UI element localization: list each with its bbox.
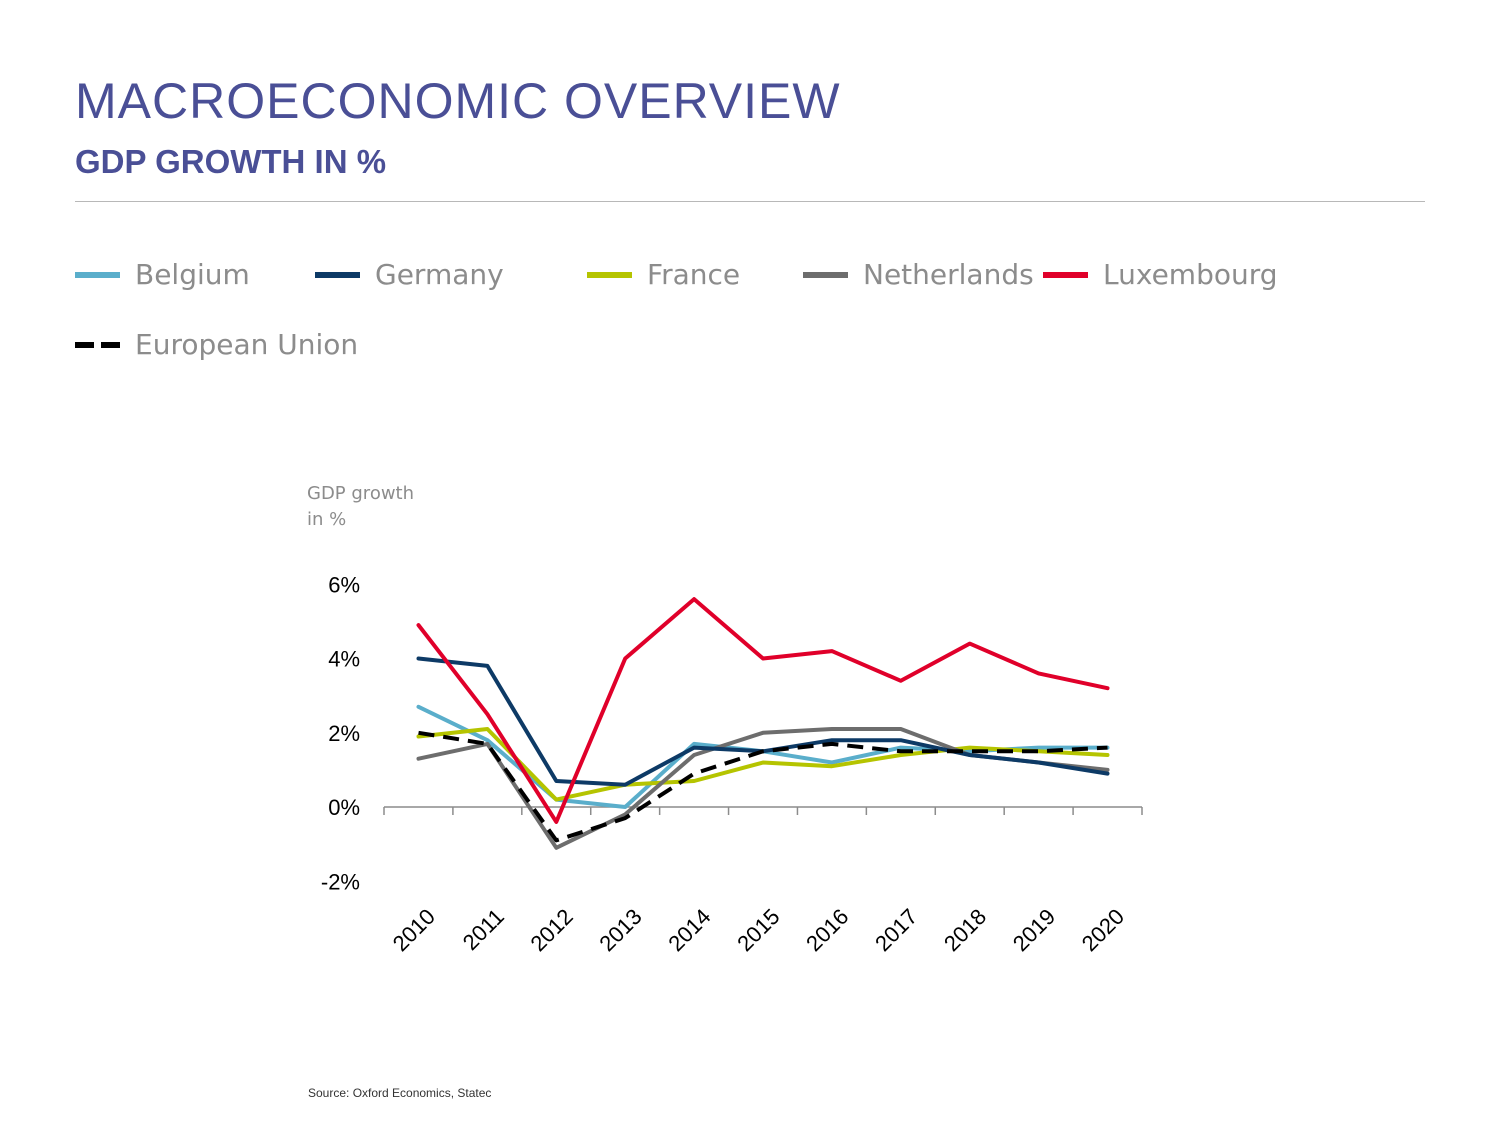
- y-tick-label: 4%: [328, 647, 360, 672]
- series-line-european-union: [418, 730, 1108, 843]
- legend-item-netherlands: Netherlands: [803, 258, 1034, 291]
- legend-swatch: [803, 271, 848, 278]
- legend-label: Belgium: [135, 258, 250, 291]
- legend-item-germany: Germany: [315, 258, 504, 291]
- y-axis-label: GDP growth in %: [307, 481, 414, 533]
- x-tick-label: 2010: [388, 904, 440, 956]
- page-title: MACROECONOMIC OVERVIEW: [75, 73, 841, 129]
- legend-item-luxembourg: Luxembourg: [1043, 258, 1278, 291]
- x-tick-label: 2012: [526, 904, 578, 956]
- x-tick-label: 2014: [663, 904, 715, 956]
- legend-item-belgium: Belgium: [75, 258, 250, 291]
- source-note: Source: Oxford Economics, Statec: [308, 1086, 492, 1100]
- series-line-france: [416, 727, 1110, 802]
- legend-swatch: [315, 271, 360, 278]
- x-tick-label: 2015: [732, 904, 784, 956]
- y-tick-label: -2%: [321, 869, 360, 894]
- series-line-luxembourg: [416, 597, 1110, 824]
- y-tick-label: 0%: [328, 795, 360, 820]
- y-tick-label: 6%: [328, 572, 360, 597]
- legend-item-european-union: European Union: [75, 328, 358, 361]
- series-line-netherlands: [416, 727, 1110, 850]
- page-subtitle: GDP GROWTH IN %: [75, 143, 387, 180]
- x-tick-label: 2017: [870, 904, 922, 956]
- legend-label: Netherlands: [863, 258, 1034, 291]
- legend-label: Germany: [375, 258, 504, 291]
- header-divider: [75, 201, 1425, 202]
- legend-label: Luxembourg: [1103, 258, 1278, 291]
- x-tick-label: 2016: [801, 904, 853, 956]
- x-tick-label: 2020: [1077, 904, 1129, 956]
- legend-swatch: [1043, 271, 1088, 278]
- y-axis-label-line2: in %: [307, 509, 347, 530]
- legend-swatch: [75, 271, 120, 278]
- legend-label: European Union: [135, 328, 359, 361]
- y-tick-label: 2%: [328, 721, 360, 746]
- x-tick-label: 2011: [458, 904, 509, 955]
- legend-swatch: [75, 341, 120, 348]
- legend-label: France: [647, 258, 741, 291]
- y-axis-label-line1: GDP growth: [307, 483, 415, 504]
- legend-swatch: [587, 271, 632, 278]
- legend-item-france: France: [587, 258, 740, 291]
- x-tick-label: 2018: [939, 904, 991, 956]
- x-tick-label: 2013: [594, 904, 646, 956]
- x-tick-label: 2019: [1008, 904, 1060, 956]
